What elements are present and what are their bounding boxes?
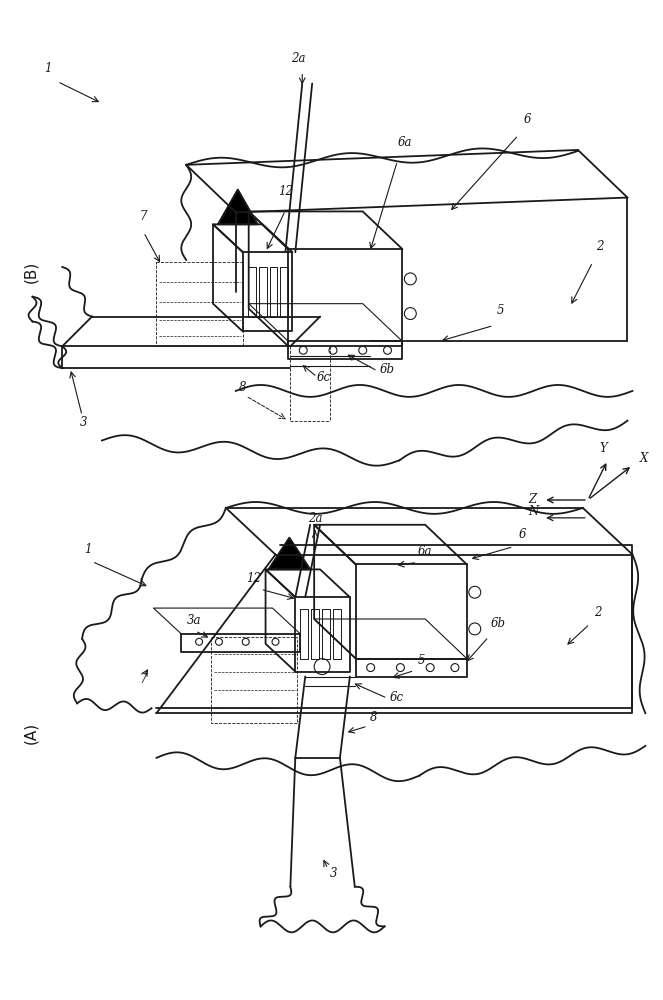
Text: 6c: 6c	[389, 691, 404, 704]
Text: 6: 6	[523, 113, 531, 126]
Text: Z: Z	[528, 493, 536, 506]
Text: 3: 3	[330, 867, 337, 880]
Text: 3: 3	[80, 416, 88, 429]
Polygon shape	[269, 538, 310, 569]
Text: 12: 12	[246, 572, 261, 585]
Text: 7: 7	[140, 210, 147, 223]
Text: Y: Y	[600, 442, 607, 455]
Text: 6a: 6a	[417, 545, 432, 558]
Text: 5: 5	[497, 304, 504, 317]
Text: 6b: 6b	[491, 617, 506, 630]
Text: 1: 1	[44, 62, 52, 75]
Text: 6: 6	[518, 528, 526, 541]
Text: 2a: 2a	[291, 52, 306, 65]
Text: 6c: 6c	[317, 371, 332, 384]
Text: (A): (A)	[23, 722, 38, 744]
Text: 8: 8	[239, 381, 246, 394]
Text: 3a: 3a	[187, 614, 202, 627]
Text: 8: 8	[370, 711, 377, 724]
Text: 2a: 2a	[308, 512, 322, 525]
Text: 2: 2	[596, 240, 603, 253]
Text: X: X	[639, 452, 648, 465]
Text: 1: 1	[84, 543, 91, 556]
Text: (B): (B)	[23, 261, 38, 283]
Text: 2: 2	[594, 606, 601, 619]
Text: 6a: 6a	[397, 136, 412, 149]
Text: 12: 12	[278, 185, 293, 198]
Text: 5: 5	[417, 654, 425, 667]
Text: 7: 7	[140, 673, 147, 686]
Polygon shape	[218, 190, 258, 224]
Text: 6b: 6b	[380, 363, 394, 376]
Text: N: N	[528, 505, 538, 518]
